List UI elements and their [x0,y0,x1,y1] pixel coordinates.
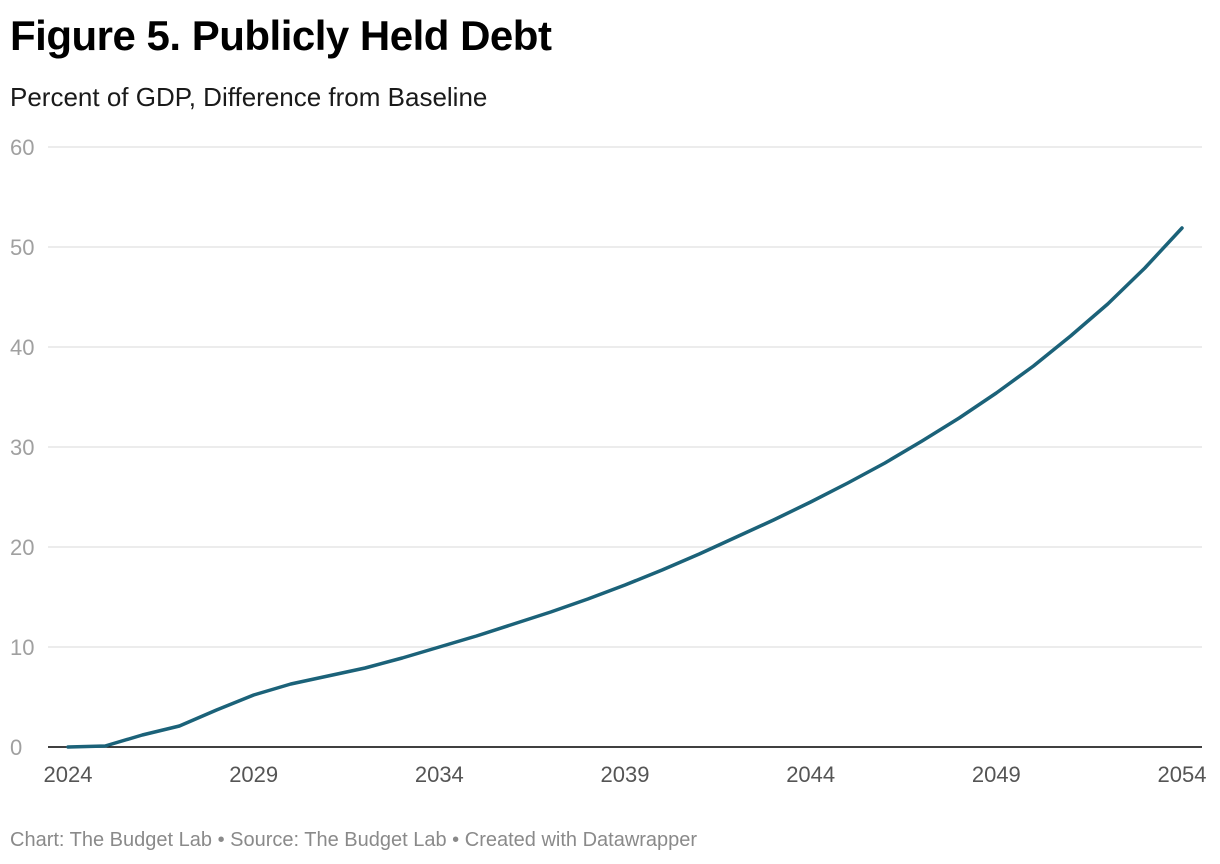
x-tick-label-2039: 2039 [601,762,650,787]
y-tick-label-40: 40 [10,335,34,360]
x-axis-ticks: 2024 2029 2034 2039 2044 2049 2054 [44,762,1207,787]
series-line-0 [66,226,1184,749]
y-tick-label-0: 0 [10,735,22,760]
y-tick-label-20: 20 [10,535,34,560]
x-tick-label-2044: 2044 [786,762,835,787]
x-tick-label-2049: 2049 [972,762,1021,787]
chart-title: Figure 5. Publicly Held Debt [10,12,552,59]
x-tick-label-2029: 2029 [229,762,278,787]
y-tick-label-30: 30 [10,435,34,460]
y-tick-label-60: 60 [10,135,34,160]
chart-subtitle: Percent of GDP, Difference from Baseline [10,82,488,112]
x-tick-label-2024: 2024 [44,762,93,787]
gridlines [48,146,1202,648]
footer-source: Source: The Budget Lab [230,829,447,851]
y-tick-label-50: 50 [10,235,34,260]
footer-separator: • [217,829,225,851]
footer-separator: • [452,829,460,851]
x-tick-label-2054: 2054 [1158,762,1207,787]
y-tick-label-10: 10 [10,635,34,660]
y-axis-ticks: 0 10 20 30 40 50 60 [10,135,34,760]
footer-chart-credit: Chart: The Budget Lab [10,829,212,851]
x-tick-label-2034: 2034 [415,762,464,787]
chart-footer: Chart: The Budget Lab • Source: The Budg… [10,826,697,854]
footer-created-with: Created with Datawrapper [464,829,698,851]
series-lines [66,226,1184,749]
